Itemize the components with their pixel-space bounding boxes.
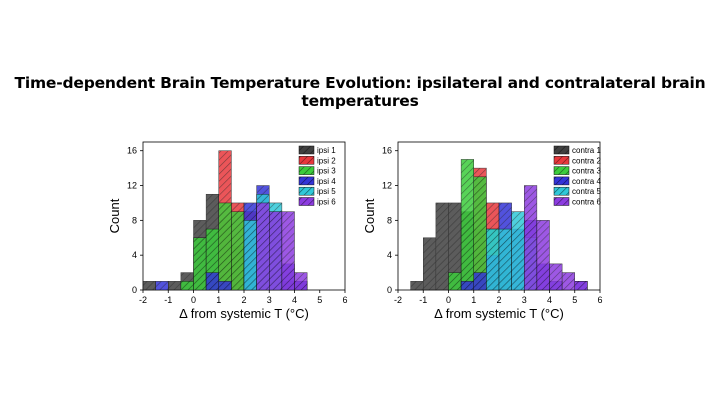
- x-tick-label: 2: [496, 295, 501, 305]
- histogram-bar: [155, 281, 169, 291]
- x-tick-label: 0: [191, 295, 196, 305]
- legend-label: contra 3: [572, 167, 601, 176]
- histogram-bar: [281, 211, 295, 291]
- y-tick-label: 12: [127, 181, 137, 191]
- histogram-bar: [511, 211, 525, 291]
- histogram-bar: [498, 228, 512, 291]
- legend-label: ipsi 3: [317, 167, 336, 176]
- legend-swatch: [553, 156, 570, 165]
- y-tick-label: 8: [132, 215, 137, 225]
- y-tick-label: 8: [387, 215, 392, 225]
- x-tick-label: 1: [471, 295, 476, 305]
- histogram-bar: [142, 281, 156, 291]
- legend-swatch: [553, 176, 570, 186]
- histogram-bar: [180, 281, 194, 291]
- legend-swatch: [553, 186, 570, 196]
- legend-swatch: [298, 145, 315, 155]
- legend-label: contra 6: [572, 198, 601, 207]
- x-tick-label: 1: [216, 295, 221, 305]
- legend-swatch: [553, 145, 570, 155]
- y-tick-label: 0: [132, 285, 137, 295]
- histogram-bar: [218, 281, 232, 291]
- x-tick-label: 6: [597, 295, 602, 305]
- histogram-bar: [168, 281, 182, 291]
- legend-label: contra 5: [572, 187, 601, 196]
- histogram-bar: [294, 272, 308, 291]
- histogram-bar: [256, 202, 270, 291]
- y-tick-label: 12: [382, 181, 392, 191]
- x-axis-label: Δ from systemic T (°C): [434, 306, 564, 321]
- legend-label: ipsi 2: [317, 156, 336, 165]
- legend-label: ipsi 4: [317, 177, 336, 186]
- x-tick-label: -2: [139, 295, 147, 305]
- x-tick-label: 3: [522, 295, 527, 305]
- histogram-bar: [435, 202, 449, 291]
- y-axis-label: Count: [362, 198, 377, 233]
- histogram-bar: [218, 202, 232, 291]
- legend-swatch: [298, 166, 315, 175]
- legend-swatch: [553, 197, 570, 206]
- legend-swatch: [298, 186, 315, 196]
- histogram-bar: [524, 185, 538, 291]
- histogram-bar: [243, 220, 257, 291]
- x-tick-label: -2: [394, 295, 402, 305]
- x-tick-label: 4: [292, 295, 297, 305]
- histogram-bar: [448, 272, 462, 291]
- histogram-bar: [549, 263, 563, 291]
- x-tick-label: 4: [547, 295, 552, 305]
- legend-label: contra 4: [572, 177, 601, 186]
- x-tick-label: 2: [241, 295, 246, 305]
- legend-swatch: [298, 156, 315, 165]
- legend-label: ipsi 5: [317, 187, 336, 196]
- histogram-bar: [460, 281, 474, 291]
- series-contra-6: [524, 185, 588, 291]
- y-tick-label: 16: [382, 146, 392, 156]
- y-tick-label: 4: [132, 250, 137, 260]
- legend-label: contra 2: [572, 156, 601, 165]
- histogram-bar: [410, 281, 424, 291]
- legend-swatch: [298, 176, 315, 186]
- x-tick-label: 5: [572, 295, 577, 305]
- legend-label: ipsi 1: [317, 146, 336, 155]
- histogram-bar: [574, 281, 588, 291]
- histogram-bar: [269, 211, 283, 291]
- x-tick-label: 6: [342, 295, 347, 305]
- histogram-bar: [561, 272, 575, 291]
- histogram-bar: [205, 272, 219, 291]
- histogram-bar: [473, 272, 487, 291]
- legend-swatch: [553, 166, 570, 175]
- y-tick-label: 16: [127, 146, 137, 156]
- histogram-bar: [193, 237, 207, 291]
- legend-label: ipsi 6: [317, 198, 336, 207]
- x-tick-label: 3: [267, 295, 272, 305]
- y-axis-label: Count: [107, 198, 122, 233]
- histogram-bar: [536, 220, 550, 291]
- x-tick-label: -1: [164, 295, 172, 305]
- x-tick-label: 0: [446, 295, 451, 305]
- series-ipsi-6: [256, 202, 308, 291]
- x-axis-label: Δ from systemic T (°C): [179, 306, 309, 321]
- histogram-bar: [486, 228, 500, 291]
- legend-swatch: [298, 197, 315, 206]
- histogram-bar: [423, 237, 437, 291]
- y-tick-label: 0: [387, 285, 392, 295]
- y-tick-label: 4: [387, 250, 392, 260]
- histogram-bar: [460, 159, 474, 291]
- histogram-bar: [231, 211, 245, 291]
- x-tick-label: 5: [317, 295, 322, 305]
- x-tick-label: -1: [419, 295, 427, 305]
- legend-label: contra 1: [572, 146, 601, 155]
- page-title: Time-dependent Brain Temperature Evoluti…: [14, 74, 706, 110]
